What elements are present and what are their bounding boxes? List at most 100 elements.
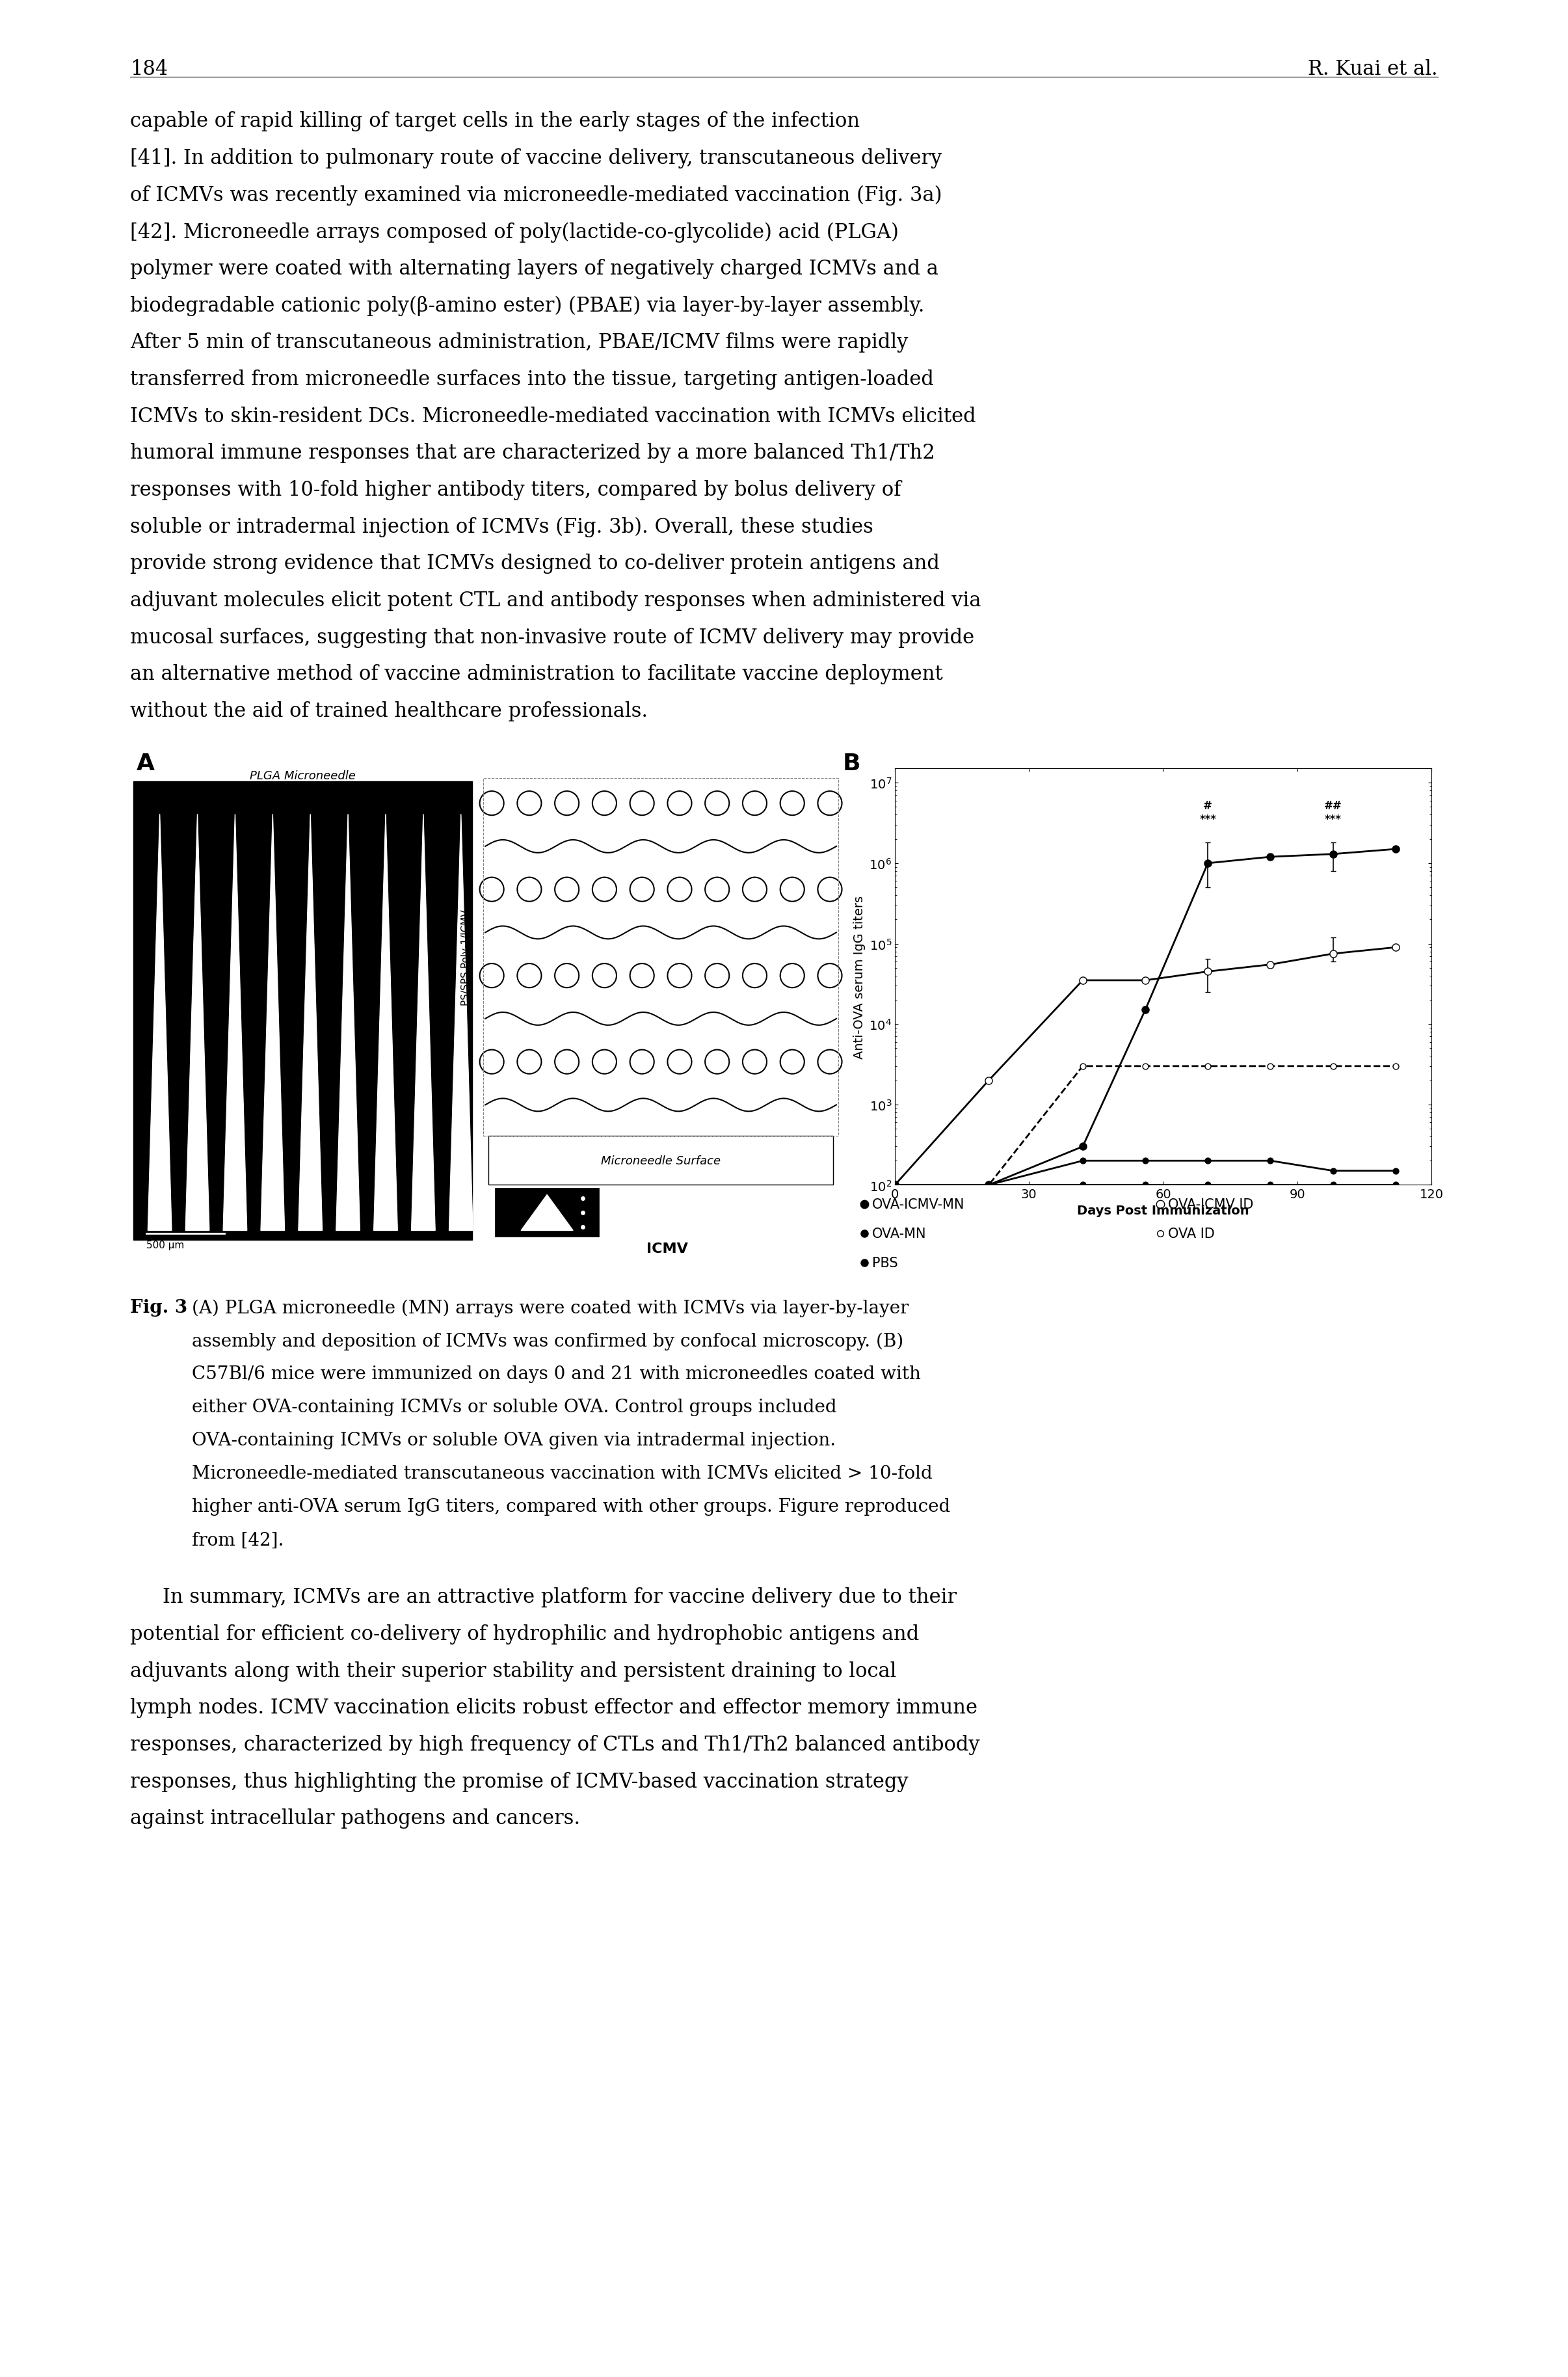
Text: #
***: # ***: [1200, 801, 1217, 825]
OVA-ICMV ID: [1198, 958, 1217, 986]
Polygon shape: [448, 815, 474, 1231]
OVA-ICMV ID: [980, 1067, 999, 1096]
PBS: [1073, 1172, 1091, 1200]
OVA ID: [980, 1172, 999, 1200]
Polygon shape: [373, 815, 398, 1231]
Bar: [495, 1188, 599, 1238]
OVA-ICMV-MN: [1261, 844, 1279, 872]
PBS: [1198, 1172, 1217, 1200]
Bar: [489, 1136, 833, 1186]
Text: PLGA Microneedle: PLGA Microneedle: [249, 770, 356, 782]
Text: PBS: PBS: [872, 1257, 898, 1269]
Text: capable of rapid killing of target cells in the early stages of the infection: capable of rapid killing of target cells…: [130, 112, 859, 131]
OVA-ICMV ID: [1073, 967, 1091, 996]
Text: OVA ID: OVA ID: [1168, 1227, 1215, 1241]
Polygon shape: [260, 815, 284, 1231]
Text: potential for efficient co-delivery of hydrophilic and hydrophobic antigens and: potential for efficient co-delivery of h…: [130, 1623, 919, 1645]
OVA ID: [1323, 1053, 1342, 1082]
Text: [41]. In addition to pulmonary route of vaccine delivery, transcutaneous deliver: [41]. In addition to pulmonary route of …: [130, 147, 942, 169]
Polygon shape: [147, 815, 171, 1231]
Text: B: B: [844, 754, 861, 775]
Line: OVA-MN: OVA-MN: [892, 1158, 1399, 1188]
Text: responses, thus highlighting the promise of ICMV-based vaccination strategy: responses, thus highlighting the promise…: [130, 1771, 908, 1792]
PBS: [980, 1172, 999, 1200]
Line: OVA ID: OVA ID: [892, 1063, 1399, 1188]
Text: [42]. Microneedle arrays composed of poly(lactide-co-glycolide) acid (PLGA): [42]. Microneedle arrays composed of pol…: [130, 221, 898, 242]
Text: ##
***: ## ***: [1323, 801, 1342, 825]
OVA ID: [1386, 1053, 1405, 1082]
Text: After 5 min of transcutaneous administration, PBAE/ICMV films were rapidly: After 5 min of transcutaneous administra…: [130, 333, 908, 352]
OVA ID: [1198, 1053, 1217, 1082]
PBS: [1323, 1172, 1342, 1200]
OVA-ICMV-MN: [886, 1172, 905, 1200]
OVA ID: [1135, 1053, 1154, 1082]
Text: polymer were coated with alternating layers of negatively charged ICMVs and a: polymer were coated with alternating lay…: [130, 259, 939, 278]
PBS: [1135, 1172, 1154, 1200]
OVA-MN: [1386, 1158, 1405, 1186]
Text: R. Kuai et al.: R. Kuai et al.: [1308, 59, 1438, 78]
Text: provide strong evidence that ICMVs designed to co-deliver protein antigens and: provide strong evidence that ICMVs desig…: [130, 554, 939, 573]
Polygon shape: [336, 815, 361, 1231]
Line: PBS: PBS: [892, 1181, 1399, 1188]
Text: humoral immune responses that are characterized by a more balanced Th1/Th2: humoral immune responses that are charac…: [130, 442, 935, 464]
OVA-ICMV ID: [886, 1172, 905, 1200]
Text: higher anti-OVA serum IgG titers, compared with other groups. Figure reproduced: higher anti-OVA serum IgG titers, compar…: [191, 1498, 950, 1517]
Text: OVA-MN: OVA-MN: [872, 1227, 927, 1241]
Bar: [133, 782, 472, 1241]
Text: A: A: [136, 754, 155, 775]
Text: either OVA-containing ICMVs or soluble OVA. Control groups included: either OVA-containing ICMVs or soluble O…: [191, 1398, 837, 1417]
Text: Fig. 3: Fig. 3: [130, 1300, 188, 1317]
Y-axis label: Anti-OVA serum IgG titers: Anti-OVA serum IgG titers: [853, 896, 866, 1058]
Text: OVA-containing ICMVs or soluble OVA given via intradermal injection.: OVA-containing ICMVs or soluble OVA give…: [191, 1431, 836, 1450]
Text: C57Bl/6 mice were immunized on days 0 and 21 with microneedles coated with: C57Bl/6 mice were immunized on days 0 an…: [191, 1364, 920, 1383]
OVA-ICMV-MN: [1073, 1131, 1091, 1160]
PBS: [1261, 1172, 1279, 1200]
Text: transferred from microneedle surfaces into the tissue, targeting antigen-loaded: transferred from microneedle surfaces in…: [130, 368, 935, 390]
Text: PS/SPS Poly-1/ICMV: PS/SPS Poly-1/ICMV: [461, 910, 470, 1005]
Text: adjuvant molecules elicit potent CTL and antibody responses when administered vi: adjuvant molecules elicit potent CTL and…: [130, 589, 982, 611]
Text: an alternative method of vaccine administration to facilitate vaccine deployment: an alternative method of vaccine adminis…: [130, 663, 942, 685]
Text: ICMVs to skin-resident DCs. Microneedle-mediated vaccination with ICMVs elicited: ICMVs to skin-resident DCs. Microneedle-…: [130, 406, 975, 425]
OVA-ICMV ID: [1135, 967, 1154, 996]
Text: against intracellular pathogens and cancers.: against intracellular pathogens and canc…: [130, 1809, 580, 1828]
OVA-ICMV-MN: [1386, 834, 1405, 863]
Text: from [42].: from [42].: [191, 1531, 284, 1550]
OVA ID: [1261, 1053, 1279, 1082]
OVA-ICMV ID: [1323, 939, 1342, 967]
Text: In summary, ICMVs are an attractive platform for vaccine delivery due to their: In summary, ICMVs are an attractive plat…: [163, 1588, 956, 1607]
Polygon shape: [298, 815, 321, 1231]
Polygon shape: [411, 815, 436, 1231]
OVA-MN: [1323, 1158, 1342, 1186]
Text: assembly and deposition of ICMVs was confirmed by confocal microscopy. (B): assembly and deposition of ICMVs was con…: [191, 1331, 903, 1350]
Text: of ICMVs was recently examined via microneedle-mediated vaccination (Fig. 3a): of ICMVs was recently examined via micro…: [130, 185, 942, 204]
OVA-ICMV ID: [1386, 934, 1405, 963]
OVA-ICMV ID: [1261, 951, 1279, 979]
Text: Microneedle-mediated transcutaneous vaccination with ICMVs elicited > 10-fold: Microneedle-mediated transcutaneous vacc…: [191, 1464, 933, 1483]
OVA-MN: [1073, 1146, 1091, 1174]
Text: 184: 184: [130, 59, 168, 78]
Text: (A) PLGA microneedle (MN) arrays were coated with ICMVs via layer-by-layer: (A) PLGA microneedle (MN) arrays were co…: [191, 1300, 909, 1317]
OVA-MN: [1135, 1146, 1154, 1174]
Text: mucosal surfaces, suggesting that non-invasive route of ICMV delivery may provid: mucosal surfaces, suggesting that non-in…: [130, 628, 974, 647]
Text: without the aid of trained healthcare professionals.: without the aid of trained healthcare pr…: [130, 701, 648, 720]
OVA-ICMV-MN: [1323, 839, 1342, 868]
OVA-MN: [1198, 1146, 1217, 1174]
X-axis label: Days Post Immunization: Days Post Immunization: [1077, 1205, 1250, 1217]
PBS: [1386, 1172, 1405, 1200]
Text: OVA-ICMV-MN: OVA-ICMV-MN: [872, 1198, 964, 1212]
Text: OVA-ICMV ID: OVA-ICMV ID: [1168, 1198, 1254, 1212]
Text: Microneedle Surface: Microneedle Surface: [601, 1155, 721, 1167]
OVA-ICMV-MN: [980, 1172, 999, 1200]
Line: OVA-ICMV-MN: OVA-ICMV-MN: [891, 846, 1399, 1188]
Polygon shape: [223, 815, 246, 1231]
OVA-ICMV-MN: [1135, 996, 1154, 1024]
Polygon shape: [185, 815, 209, 1231]
OVA-ICMV-MN: [1198, 849, 1217, 877]
OVA-MN: [980, 1172, 999, 1200]
Text: ICMV: ICMV: [646, 1243, 688, 1255]
Text: 500 μm: 500 μm: [146, 1241, 185, 1250]
Text: lymph nodes. ICMV vaccination elicits robust effector and effector memory immune: lymph nodes. ICMV vaccination elicits ro…: [130, 1697, 977, 1719]
Text: biodegradable cationic poly(β-amino ester) (PBAE) via layer-by-layer assembly.: biodegradable cationic poly(β-amino este…: [130, 295, 925, 316]
Polygon shape: [521, 1196, 572, 1231]
Line: OVA-ICMV ID: OVA-ICMV ID: [891, 944, 1399, 1188]
